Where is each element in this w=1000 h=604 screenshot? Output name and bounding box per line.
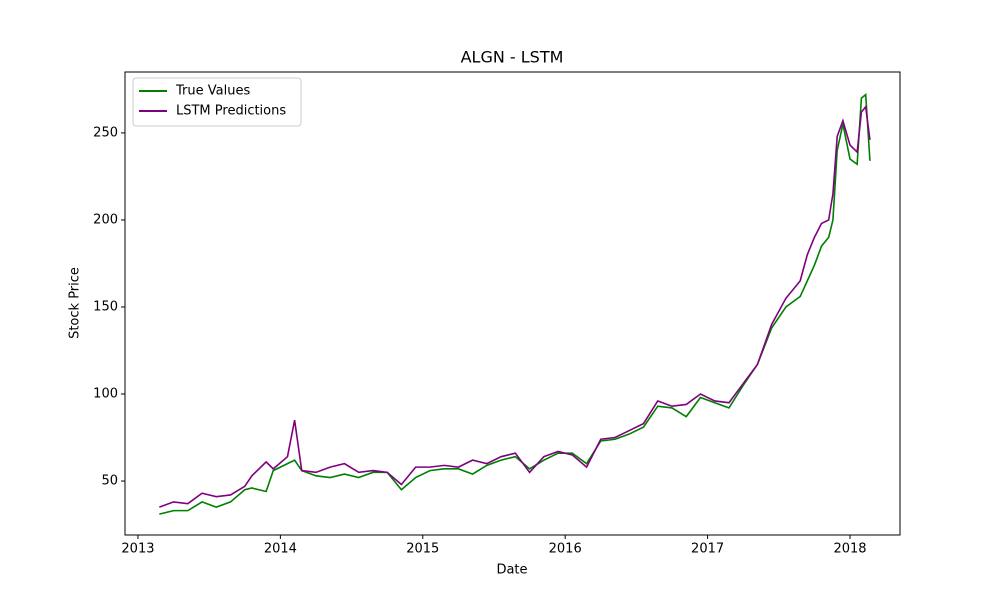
x-tick-label: 2018 — [833, 542, 866, 557]
legend-label: LSTM Predictions — [176, 104, 286, 119]
series-line — [159, 104, 871, 508]
legend-box — [132, 77, 302, 127]
y-tick-label: 150 — [93, 299, 118, 314]
x-tick-label: 2017 — [691, 542, 724, 557]
y-tick-label: 100 — [93, 387, 118, 402]
x-tick-label: 2014 — [264, 542, 297, 557]
plot-frame — [124, 71, 901, 536]
x-axis-label: Date — [496, 563, 527, 578]
legend-label: True Values — [175, 84, 250, 99]
y-tick-label: 250 — [93, 125, 118, 140]
x-tick-label: 2013 — [121, 542, 154, 557]
y-tick-label: 50 — [101, 474, 118, 489]
series-line — [159, 93, 871, 515]
chart-title: ALGN - LSTM — [461, 48, 564, 67]
y-tick-label: 200 — [93, 212, 118, 227]
x-tick-label: 2016 — [549, 542, 582, 557]
x-tick-label: 2015 — [406, 542, 439, 557]
y-axis-label: Stock Price — [68, 267, 83, 339]
